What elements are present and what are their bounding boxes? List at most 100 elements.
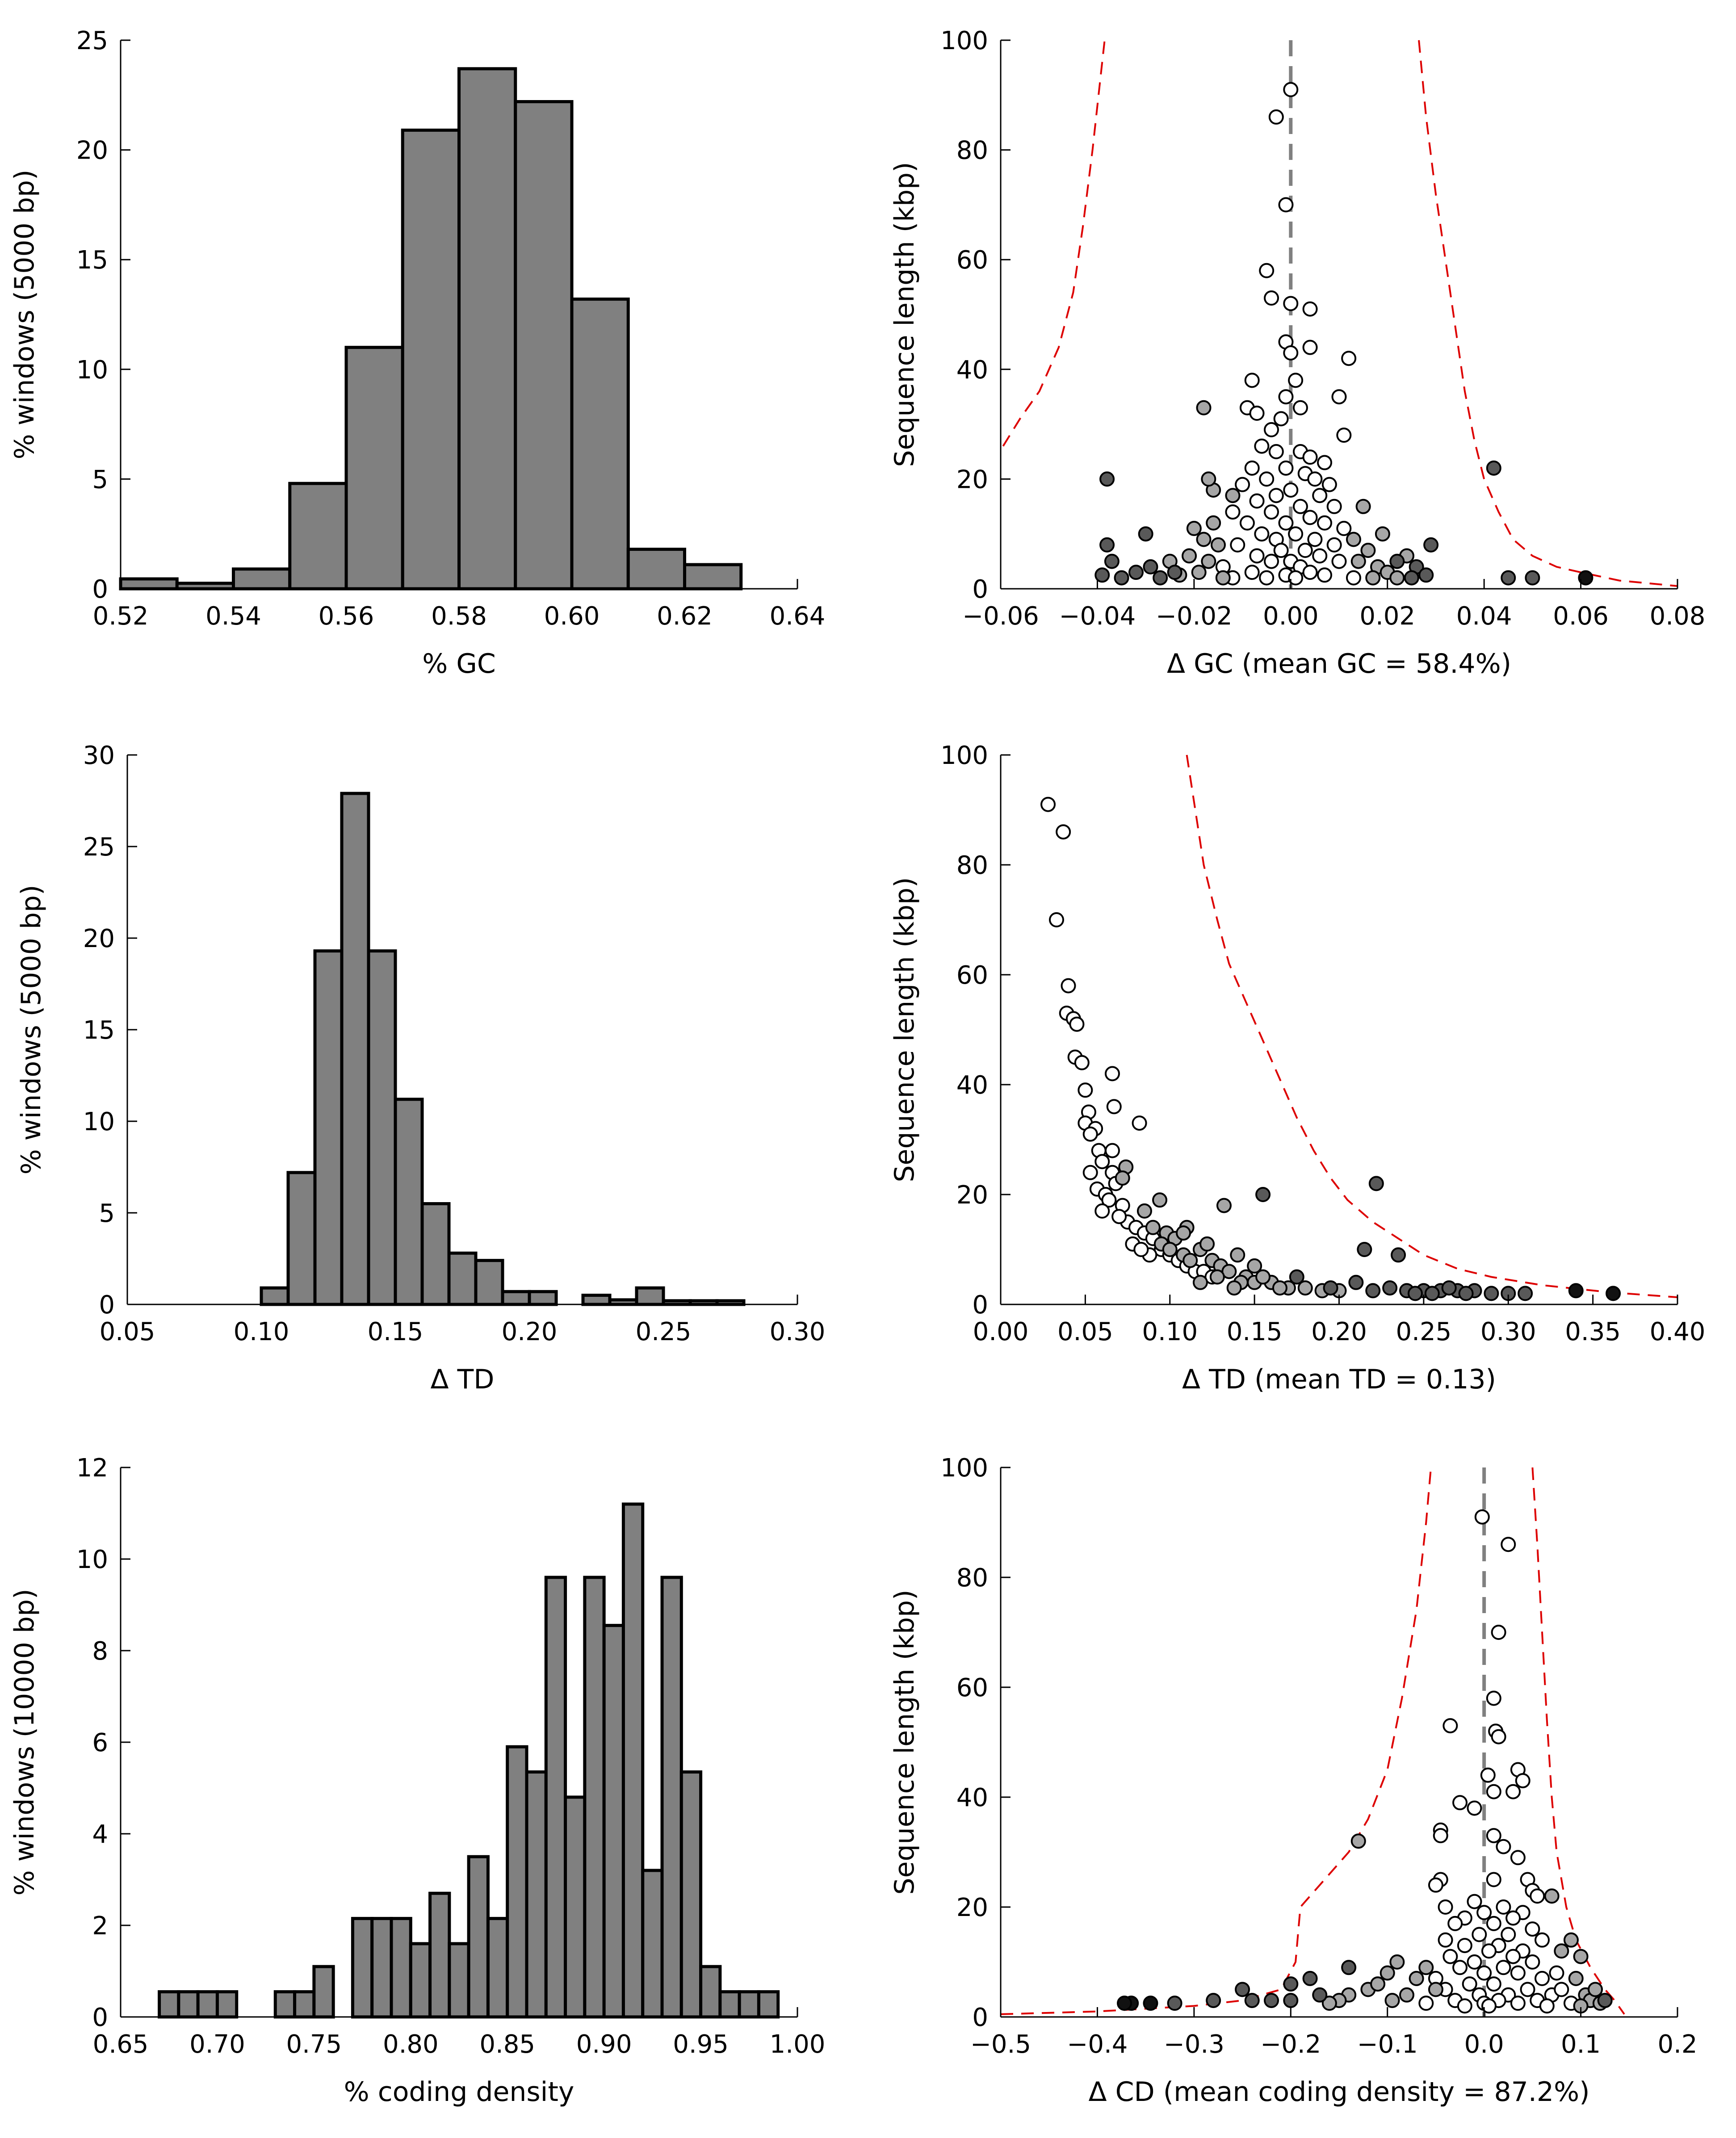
scatter_cd-point-71	[1554, 1982, 1569, 1997]
hist_td-x-tick-label-0: 0.05	[100, 1317, 155, 1346]
scatter_cd-point-31	[1505, 1910, 1521, 1926]
scatter_cd-point-26	[1438, 1899, 1453, 1915]
hist_cd-bar-10	[351, 1917, 374, 2019]
hist_gc-bar-7	[514, 100, 574, 591]
scatter_gc-point-50	[1230, 537, 1245, 553]
scatter_gc-point-38	[1326, 499, 1342, 514]
scatter_td-point-0	[1040, 797, 1056, 812]
scatter_td-point-77	[1255, 1187, 1271, 1202]
scatter_td-point-6	[1069, 1016, 1085, 1032]
scatter_gc-point-108	[1138, 526, 1153, 542]
scatter_cd-point-1	[1501, 1537, 1516, 1552]
hist_cd-bar-30	[738, 1990, 760, 2019]
hist_gc-x-tick-label-3: 0.58	[431, 602, 487, 631]
scatter_gc-point-58	[1331, 553, 1347, 569]
hist_cd-bar-1	[177, 1990, 200, 2019]
scatter_cd-y-tick-label-3: 60	[956, 1673, 988, 1702]
hist_cd-y-tick-label-3: 6	[92, 1728, 108, 1757]
scatter_cd-y-tick-label-2: 40	[956, 1783, 988, 1812]
scatter_gc-point-0	[1283, 82, 1299, 97]
scatter_gc-point-64	[1317, 567, 1333, 583]
scatter_td-point-75	[1176, 1225, 1191, 1241]
scatter_cd-y-tick-label-0: 0	[972, 2003, 988, 2032]
scatter_gc-x-tick-label-6: 0.06	[1553, 602, 1609, 631]
hist_td-x-tick-label-5: 0.30	[770, 1317, 826, 1346]
scatter_cd-point-64	[1510, 1995, 1526, 2011]
scatter_cd-point-13	[1467, 1800, 1482, 1816]
scatter_td-point-52	[1162, 1242, 1178, 1257]
scatter_td-y-tick-label-4: 80	[956, 851, 988, 880]
hist_cd-bar-7	[293, 1990, 316, 2019]
hist_cd-bar-23	[602, 1624, 625, 2019]
scatter_cd-point-48	[1452, 1960, 1468, 1975]
scatter_gc-point-19	[1264, 422, 1279, 437]
hist_cd-bar-6	[273, 1990, 297, 2019]
hist_gc-bar-2	[232, 567, 292, 591]
scatter_gc-y-tick-label-1: 20	[956, 465, 988, 494]
scatter_td-point-30	[1111, 1209, 1127, 1224]
scatter_cd-point-55	[1520, 1982, 1535, 1997]
hist_cd-bar-28	[699, 1965, 722, 2019]
scatter_td-x-axis-title: Δ TD (mean TD = 0.13)	[1182, 1364, 1496, 1395]
scatter_cd-point-105	[1167, 1995, 1182, 2011]
scatter_cd-point-12	[1452, 1795, 1468, 1811]
scatter_td-point-81	[1289, 1269, 1304, 1285]
scatter_cd-point-42	[1481, 1943, 1497, 1959]
hist_gc-y-tick-label-2: 10	[76, 356, 108, 385]
scatter_gc-point-73	[1355, 499, 1371, 514]
hist_td-y-tick-label-5: 25	[83, 833, 115, 862]
scatter_td-y-tick-label-3: 60	[956, 961, 988, 990]
hist_td-bar-7	[447, 1251, 478, 1306]
hist_td-bar-2	[313, 949, 344, 1306]
hist_td-bar-9	[501, 1290, 531, 1306]
scatter_cd-point-78	[1380, 1965, 1395, 1981]
hist_td-panel: 0.05 0.10 0.15 0.20 0.25 0.30 0 5 10 15 20 25 30 Δ TD…	[16, 741, 825, 1395]
scatter_cd-point-38	[1438, 1932, 1453, 1948]
scatter_cd-point-47	[1496, 1960, 1511, 1975]
scatter_cd-y-tick-label-5: 100	[940, 1454, 988, 1483]
scatter_td-point-15	[1082, 1126, 1098, 1142]
scatter_td-point-70	[1192, 1274, 1208, 1290]
hist_gc-bar-0	[119, 577, 179, 591]
hist_gc-bar-8	[570, 298, 630, 591]
scatter_gc-point-69	[1196, 400, 1212, 415]
scatter_td-point-89	[1484, 1286, 1499, 1301]
hist_cd-bar-19	[525, 1770, 548, 2019]
scatter_gc-point-3	[1259, 263, 1275, 278]
scatter_td-point-83	[1382, 1280, 1398, 1296]
scatter_cd-x-tick-label-4: −0.1	[1357, 2030, 1418, 2059]
scatter_gc-point-93	[1099, 471, 1115, 487]
hist_cd-y-tick-label-6: 12	[76, 1454, 108, 1483]
scatter_gc-point-98	[1143, 559, 1158, 574]
scatter_gc-x-tick-label-1: −0.04	[1059, 602, 1136, 631]
hist_gc-y-tick-label-1: 5	[92, 465, 108, 494]
scatter_td-x-tick-label-0: 0.00	[973, 1317, 1029, 1346]
scatter_gc-point-39	[1225, 504, 1241, 520]
scatter_gc-point-21	[1254, 438, 1270, 454]
hist_cd-bar-21	[564, 1795, 587, 2019]
hist_cd-x-tick-label-7: 1.00	[770, 2030, 826, 2059]
scatter_td-point-21	[1082, 1165, 1098, 1180]
scatter_gc-point-66	[1346, 570, 1361, 586]
scatter_gc-point-20	[1336, 428, 1352, 443]
hist_gc-bar-3	[288, 482, 348, 591]
scatter_td-point-3	[1061, 978, 1076, 994]
hist_td-x-tick-label-3: 0.20	[502, 1317, 558, 1346]
hist_td-bar-3	[340, 792, 370, 1306]
scatter_td-point-64	[1297, 1280, 1313, 1296]
scatter_cd-point-50	[1510, 1965, 1526, 1981]
scatter_gc-point-104	[1486, 460, 1501, 476]
hist_td-bar-5	[394, 1098, 424, 1306]
scatter_gc-point-18	[1273, 411, 1289, 427]
scatter_gc-point-43	[1317, 515, 1333, 531]
hist_gc-x-tick-label-6: 0.64	[770, 602, 826, 631]
scatter_cd-point-103	[1283, 1993, 1299, 2008]
scatter_cd-point-18	[1510, 1850, 1526, 1866]
hist_gc-bar-10	[683, 563, 743, 591]
scatter_gc-x-axis-title: Δ GC (mean GC = 58.4%)	[1167, 648, 1511, 679]
scatter_gc-point-72	[1225, 488, 1241, 503]
hist_cd-bar-27	[679, 1770, 703, 2019]
scatter_gc-point-61	[1244, 565, 1260, 580]
scatter_td-point-12	[1106, 1099, 1122, 1115]
